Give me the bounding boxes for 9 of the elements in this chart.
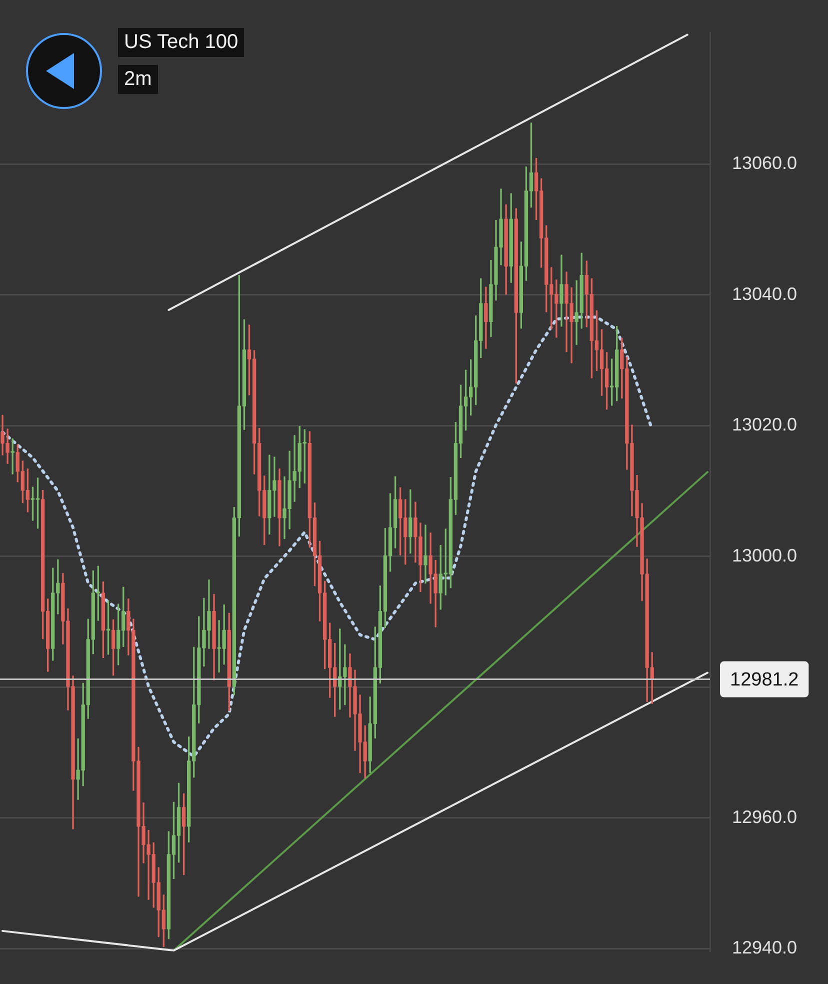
y-tick-label: 13040.0 bbox=[732, 284, 798, 304]
text: 2m bbox=[118, 65, 158, 94]
chart-title: US Tech 100 bbox=[118, 28, 244, 57]
y-tick-label: 12960.0 bbox=[732, 806, 798, 827]
y-tick-label: 12940.0 bbox=[732, 938, 798, 958]
y-tick-label: 13000.0 bbox=[732, 545, 798, 566]
y-tick-label: 13020.0 bbox=[732, 414, 798, 435]
ref-line-label: 12981.2 bbox=[730, 670, 799, 691]
y-tick-label: 13060.0 bbox=[732, 153, 798, 174]
